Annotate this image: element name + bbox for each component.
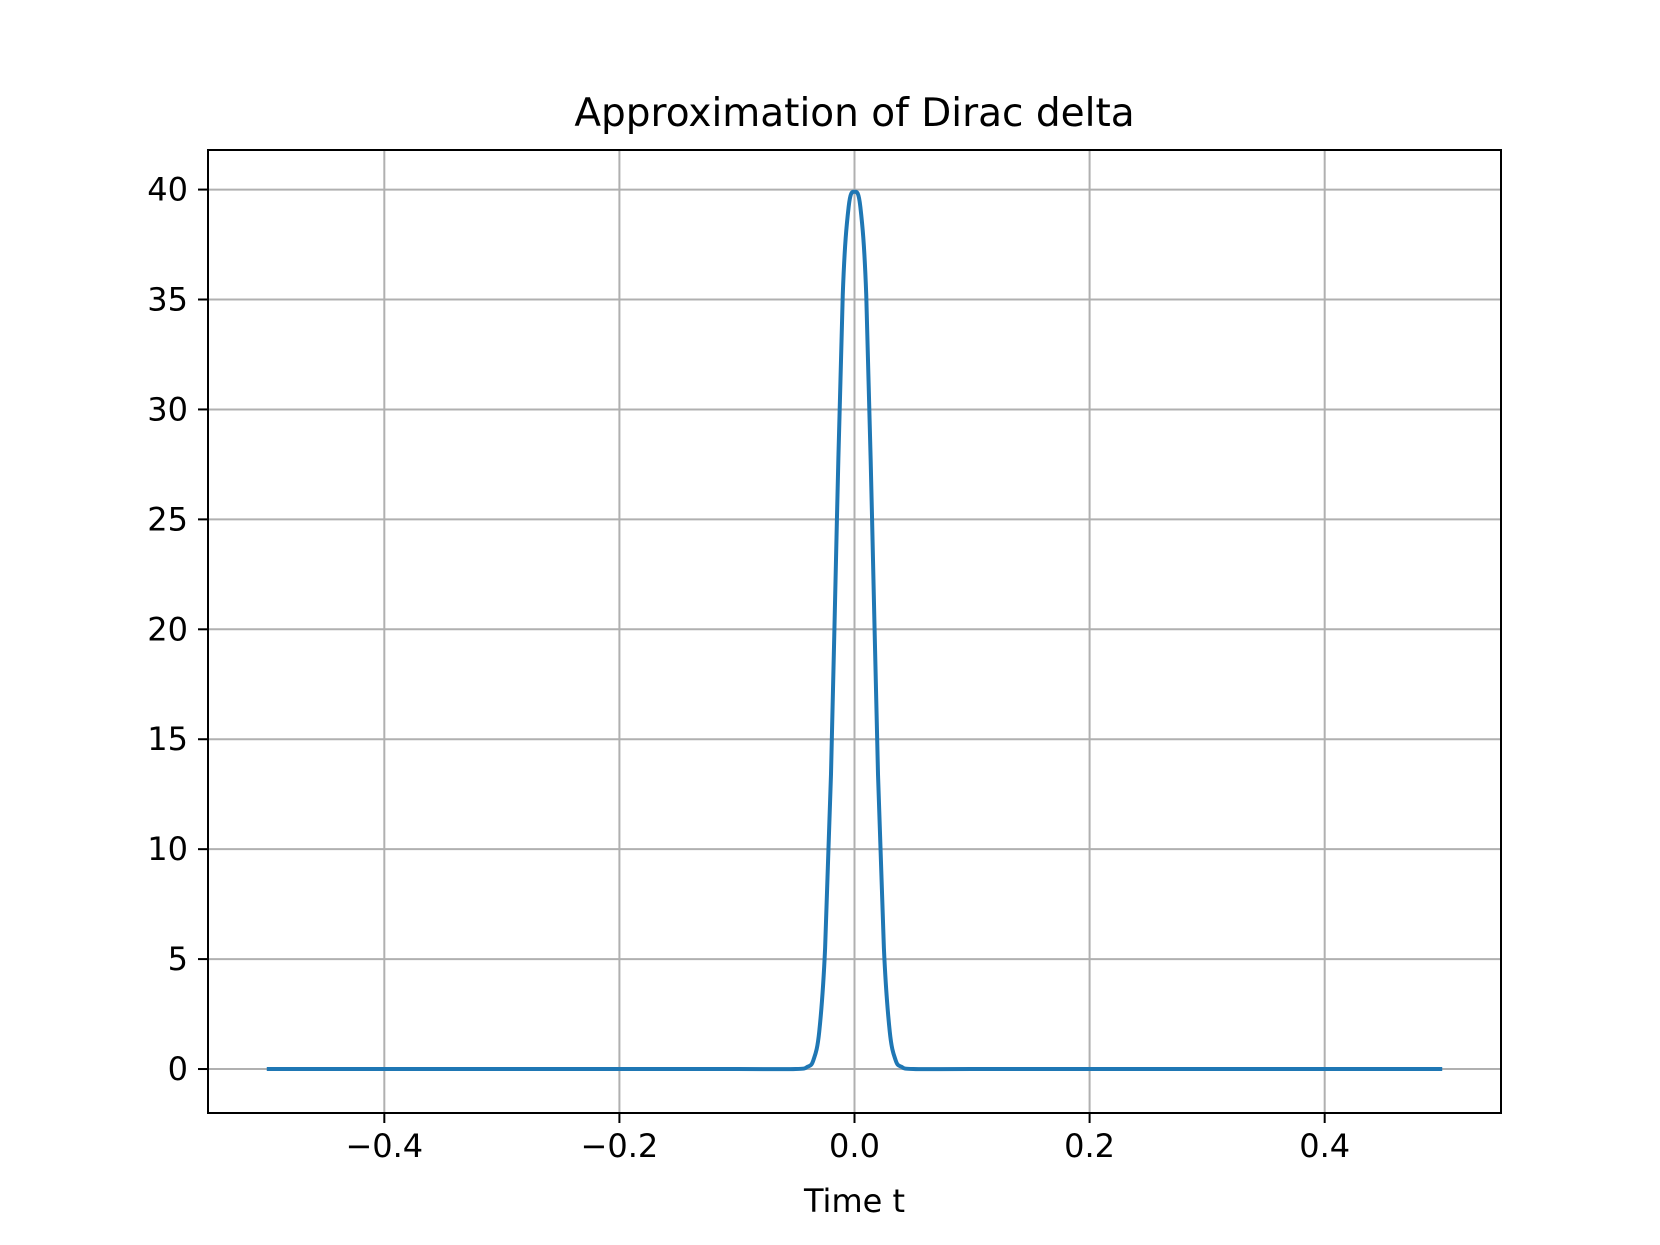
x-tick-label: 0.4 [1299, 1127, 1350, 1165]
y-tick-label: 40 [147, 171, 188, 209]
y-tick-label: 30 [147, 390, 188, 428]
ticks: −0.4 −0.2 0.0 0.2 0.4 0 5 10 15 20 25 30 35 40 [147, 171, 1350, 1165]
series-line [266, 189, 1443, 1072]
y-tick-label: 25 [147, 500, 188, 538]
y-tick-label: 15 [147, 720, 188, 758]
chart-title: Approximation of Dirac delta [574, 91, 1134, 136]
y-tick-label: 20 [147, 610, 188, 648]
x-tick-label: 0.0 [829, 1127, 880, 1165]
x-tick-label: −0.2 [581, 1127, 659, 1165]
series-layer [266, 189, 1443, 1072]
y-tick-label: 10 [147, 830, 188, 868]
y-tick-label: 5 [168, 940, 188, 978]
y-tick-label: 0 [168, 1050, 188, 1088]
x-axis-label: Time t [803, 1182, 905, 1220]
y-tick-label: 35 [147, 281, 188, 319]
x-tick-label: −0.4 [345, 1127, 423, 1165]
x-tick-label: 0.2 [1064, 1127, 1115, 1165]
